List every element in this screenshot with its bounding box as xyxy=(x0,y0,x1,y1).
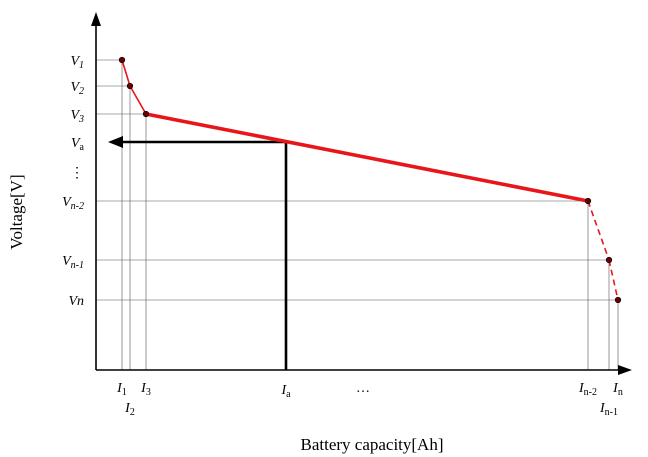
y-tick-label-3: V3 xyxy=(70,108,84,125)
y-tick-labels: V1 V2 V3 Va ⋮ Vn-2 Vn-1 Vn xyxy=(62,54,84,309)
x-tick-label-3: I3 xyxy=(140,381,151,398)
data-point-4 xyxy=(584,197,592,205)
y-axis-label: Voltage[V] xyxy=(7,174,26,249)
x-tick-label-7: In-1 xyxy=(599,401,618,418)
y-tick-label-4: Va xyxy=(71,136,85,153)
x-tick-label-8: In xyxy=(612,381,623,398)
y-tick-label-1: V1 xyxy=(70,54,84,71)
curve-segment-3 xyxy=(145,112,589,203)
lookup-arrow xyxy=(108,136,123,148)
data-points xyxy=(118,56,622,304)
data-point-1 xyxy=(118,56,126,64)
data-point-6 xyxy=(614,296,622,304)
x-tick-label-6: In-2 xyxy=(578,381,597,398)
curve-segment-2 xyxy=(129,85,147,115)
data-point-2 xyxy=(126,82,134,90)
lookup-lines xyxy=(108,136,288,370)
y-axis-arrow xyxy=(91,12,101,26)
y-tick-label-6: Vn-2 xyxy=(62,195,84,212)
y-tick-label-2: V2 xyxy=(70,80,84,97)
x-axis-arrow xyxy=(618,365,632,375)
data-point-3 xyxy=(142,110,150,118)
curve-segment-4 xyxy=(587,200,610,261)
curve-segment-5 xyxy=(608,259,619,301)
data-point-5 xyxy=(605,256,613,264)
y-tick-label-7: Vn-1 xyxy=(62,254,84,271)
y-tick-label-5: ⋮ xyxy=(70,166,84,181)
y-tick-label-8: Vn xyxy=(68,294,84,309)
axes xyxy=(91,12,632,375)
x-tick-label-4: Ia xyxy=(280,383,291,400)
x-tick-label-2: I2 xyxy=(124,401,135,418)
x-tick-labels: I1 I2 I3 Ia … In-2In-1 In xyxy=(116,381,623,418)
x-tick-label-1: I1 xyxy=(116,381,127,398)
x-tick-label-5: … xyxy=(356,381,370,396)
discharge-curve xyxy=(121,59,619,301)
grid-lines xyxy=(96,59,619,370)
x-axis-label: Battery capacity[Ah] xyxy=(300,435,443,454)
curve-segment-1 xyxy=(121,59,131,87)
